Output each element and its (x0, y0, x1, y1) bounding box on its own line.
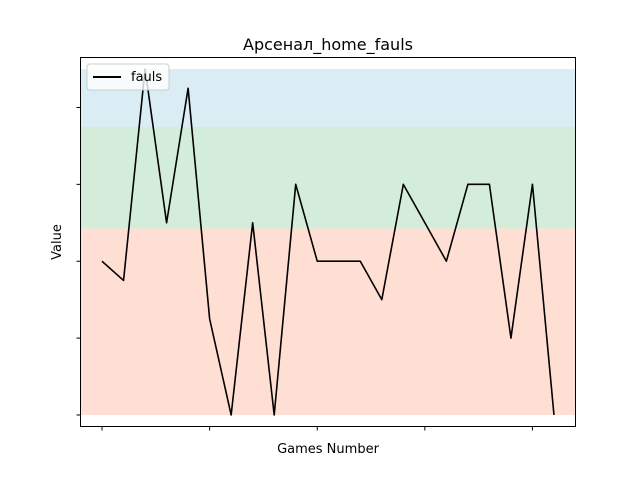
chart-title: Арсенал_home_fauls (243, 35, 413, 55)
series-lines (101, 68, 555, 416)
legend-box (86, 63, 170, 91)
band-0 (80, 228, 576, 415)
y-axis-ticks (76, 106, 81, 416)
x-axis-ticks (101, 426, 533, 431)
background-bands (80, 69, 576, 415)
legend-label: fauls (131, 70, 162, 85)
plot-frame (80, 57, 576, 427)
legend: fauls (86, 63, 170, 91)
y-axis-label: Value (50, 224, 65, 260)
x-axis-label: Games Number (277, 442, 379, 457)
series-line-fauls (101, 68, 555, 416)
